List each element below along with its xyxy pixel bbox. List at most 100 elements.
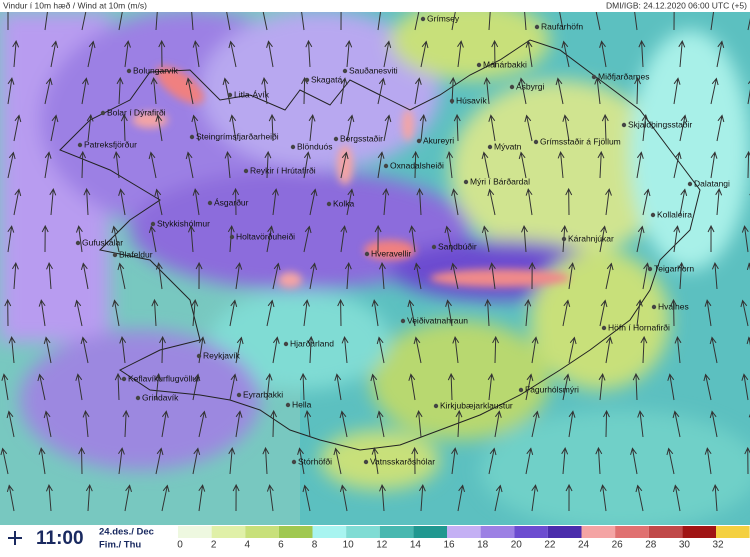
legend-swatch <box>514 526 548 538</box>
legend-tick-label: 14 <box>410 540 422 551</box>
legend-swatch <box>649 526 683 538</box>
legend-swatch <box>481 526 515 538</box>
place-dot <box>291 145 295 149</box>
legend-tick-label: 0 <box>177 540 183 551</box>
legend-swatch <box>380 526 414 538</box>
place-dot <box>230 235 234 239</box>
place-label: Sandbúðir <box>438 241 477 251</box>
place-label: Kirkjubæjarklaustur <box>440 400 513 410</box>
place-label: Sauðanesviti <box>349 65 398 75</box>
place-label: Eyrarbakki <box>243 389 283 399</box>
place-dot <box>432 245 436 249</box>
place-dot <box>284 342 288 346</box>
place-label: Blafeldur <box>119 249 153 259</box>
place-label: Bolungarvík <box>133 65 179 75</box>
legend-swatch <box>178 526 212 538</box>
legend-swatch <box>548 526 582 538</box>
legend-tick-label: 8 <box>312 540 318 551</box>
place-label: Mánárbakki <box>483 59 527 69</box>
place-dot <box>417 139 421 143</box>
legend-swatch <box>279 526 313 538</box>
place-dot <box>488 145 492 149</box>
place-label: Ásbyrgi <box>516 81 544 91</box>
place-dot <box>534 140 538 144</box>
place-dot <box>562 237 566 241</box>
place-dot <box>464 180 468 184</box>
place-dot <box>622 123 626 127</box>
place-dot <box>78 143 82 147</box>
place-dot <box>113 253 117 257</box>
place-label: Bergsstaðir <box>340 133 383 143</box>
place-dot <box>477 63 481 67</box>
legend-tick-label: 12 <box>376 540 388 551</box>
place-label: Skagatá <box>311 74 342 84</box>
legend-tick-label: 24 <box>578 540 590 551</box>
place-dot <box>101 111 105 115</box>
place-dot <box>151 222 155 226</box>
place-label: Grímsstaðir á Fjöllum <box>540 136 621 146</box>
place-dot <box>237 393 241 397</box>
place-label: Mýri í Bárðardal <box>470 176 530 186</box>
map-title: Vindur í 10m hæð / Wind at 10m (m/s) <box>3 0 147 10</box>
legend-tick-label: 28 <box>645 540 657 551</box>
place-label: Reykir í Hrútafirði <box>250 165 316 175</box>
place-dot <box>76 241 80 245</box>
place-label: Blönduós <box>297 141 332 151</box>
place-dot <box>228 93 232 97</box>
place-dot <box>286 403 290 407</box>
place-label: Höfn í Hornafirði <box>608 322 670 332</box>
legend-swatch <box>413 526 447 538</box>
place-dot <box>592 75 596 79</box>
place-dot <box>510 85 514 89</box>
place-label: Keflavíkurflugvöllur <box>128 373 200 383</box>
place-dot <box>450 99 454 103</box>
place-dot <box>651 213 655 217</box>
place-label: Grímsey <box>427 13 460 23</box>
place-label: Húsavík <box>456 95 487 105</box>
place-label: Veiðivatnahraun <box>407 315 468 325</box>
place-label: Hveravellir <box>371 248 411 258</box>
place-dot <box>602 326 606 330</box>
place-label: Skjaldþingsstaðir <box>628 119 692 129</box>
place-label: Gufuskálar <box>82 237 123 247</box>
place-label: Miðfjarðarnes <box>598 71 650 81</box>
place-dot <box>384 164 388 168</box>
place-dot <box>127 69 131 73</box>
place-dot <box>421 17 425 21</box>
place-label: Hella <box>292 399 312 409</box>
place-label: Dalatangi <box>694 178 730 188</box>
date-label: 24.des./ Dec <box>99 527 154 538</box>
place-label: Kollaleira <box>657 209 692 219</box>
place-dot <box>292 460 296 464</box>
place-dot <box>365 252 369 256</box>
place-dot <box>519 388 523 392</box>
place-dot <box>648 267 652 271</box>
legend-tick-label: 16 <box>443 540 455 551</box>
place-label: Reykjavík <box>203 350 241 360</box>
place-label: Bolar í Dýrafirði <box>107 107 166 117</box>
place-label: Hvalnes <box>658 301 689 311</box>
legend-swatch <box>447 526 481 538</box>
place-label: Hjarðarland <box>290 338 334 348</box>
place-dot <box>652 305 656 309</box>
legend-tick-label: 6 <box>278 540 284 551</box>
place-dot <box>364 460 368 464</box>
place-dot <box>244 169 248 173</box>
place-label: Patreksfjörður <box>84 139 137 149</box>
place-label: Ásgarður <box>214 197 249 207</box>
legend-swatch <box>582 526 616 538</box>
place-dot <box>688 182 692 186</box>
place-dot <box>197 354 201 358</box>
place-label: Kolka <box>333 198 355 208</box>
place-label: Litla-Ávík <box>234 89 270 99</box>
place-dot <box>434 404 438 408</box>
place-dot <box>305 78 309 82</box>
place-label: Stykkishólmur <box>157 218 210 228</box>
place-label: Raufarhöfn <box>541 21 583 31</box>
place-dot <box>136 396 140 400</box>
place-label: Mývatn <box>494 141 522 151</box>
legend-tick-label: 4 <box>244 540 250 551</box>
place-label: Holtavörðuheiði <box>236 231 295 241</box>
legend-tick-label: 2 <box>211 540 217 551</box>
